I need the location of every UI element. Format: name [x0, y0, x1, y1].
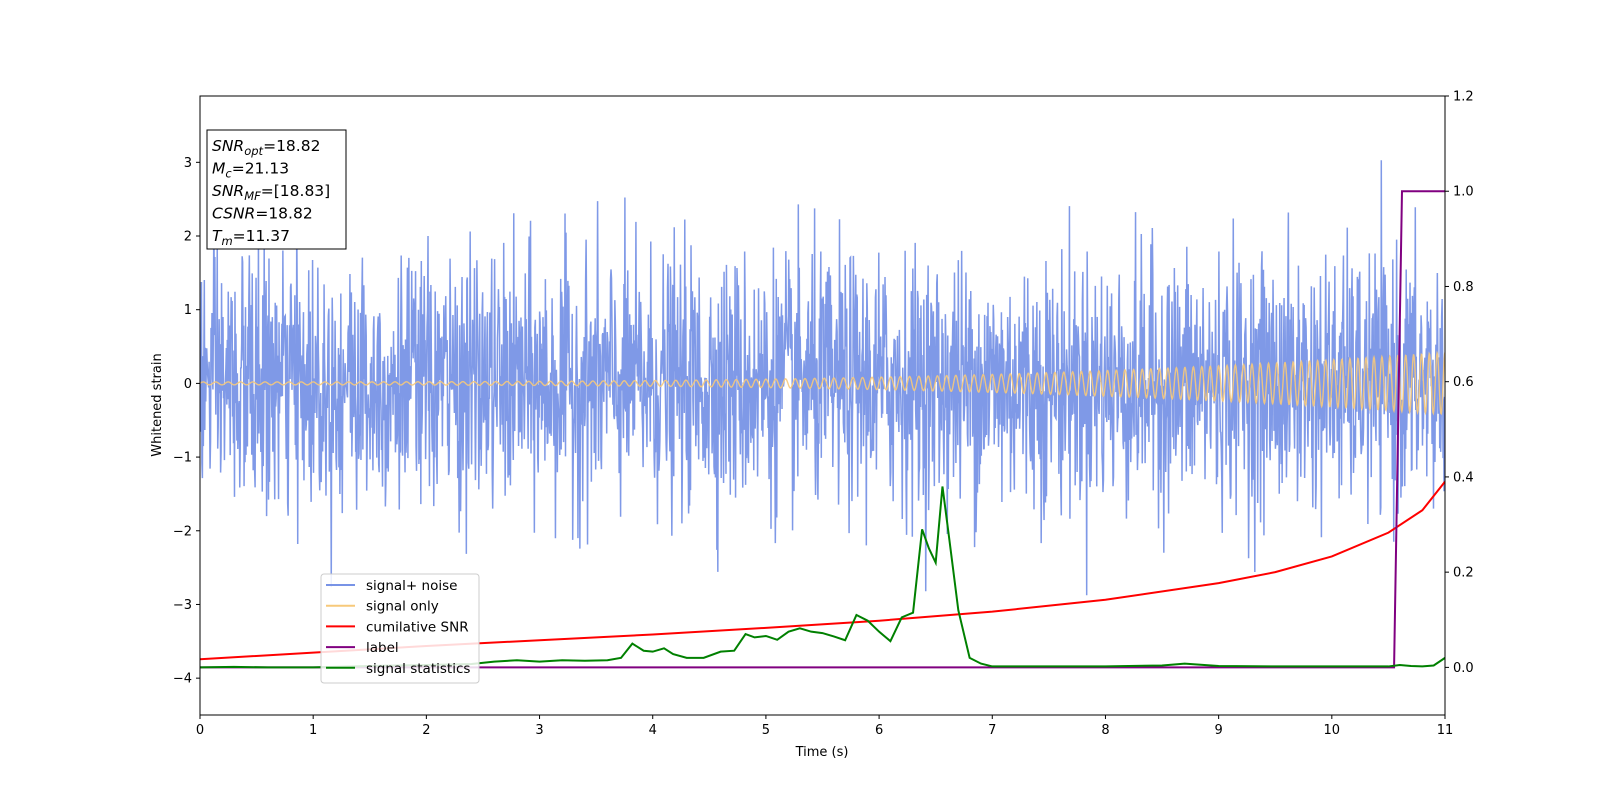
- x-axis-label: Time (s): [795, 745, 849, 760]
- legend-frame: [320, 573, 480, 684]
- x-tick-label: 10: [1324, 723, 1341, 738]
- x-tick-label: 5: [762, 723, 770, 738]
- legend-label: cumilative SNR: [366, 619, 469, 635]
- x-tick-label: 8: [1101, 723, 1109, 738]
- x-tick-label: 1: [309, 723, 317, 738]
- y-left-tick-label: 2: [184, 230, 192, 245]
- y-right-tick-label: 0.4: [1453, 470, 1474, 485]
- y-right-tick-label: 1.0: [1453, 185, 1474, 200]
- y-axis-label: Whitened strain: [150, 353, 165, 456]
- x-tick-label: 11: [1437, 723, 1454, 738]
- x-tick-label: 6: [875, 723, 883, 738]
- legend-label: label: [366, 640, 399, 656]
- series-signal-noise-line: [200, 160, 1445, 596]
- info-line: SNRMF=[18.83]: [212, 182, 330, 203]
- x-tick-label: 0: [196, 723, 204, 738]
- y-left-tick-label: −4: [173, 672, 192, 687]
- y-left-tick-label: −3: [173, 598, 192, 613]
- y-right-tick-label: 0.0: [1453, 661, 1474, 676]
- info-box-frame: [206, 129, 347, 250]
- info-line: CSNR=18.82: [212, 205, 313, 223]
- info-line: Mc=21.13: [212, 160, 289, 181]
- y-left-tick-label: 1: [184, 303, 192, 318]
- x-tick-label: 4: [649, 723, 657, 738]
- x-tick-label: 3: [535, 723, 543, 738]
- series-signal-only-line: [200, 350, 1445, 416]
- x-tick-label: 2: [422, 723, 430, 738]
- legend-label: signal+ noise: [366, 578, 457, 594]
- legend-label: signal only: [366, 599, 439, 615]
- x-tick-label: 9: [1214, 723, 1222, 738]
- y-left-tick-label: −2: [173, 524, 192, 539]
- y-left-tick-label: 3: [184, 156, 192, 171]
- y-right-tick-label: 1.2: [1453, 90, 1474, 105]
- x-tick-label: 7: [988, 723, 996, 738]
- legend: signal+ noise signal only cumilative SNR la…: [320, 573, 480, 684]
- y-right-tick-label: 0.6: [1453, 375, 1474, 390]
- legend-label: signal statistics: [366, 661, 470, 677]
- series-signal-statistics-line: [200, 486, 1445, 669]
- series-label-line: [200, 190, 1445, 669]
- y-right-tick-label: 0.8: [1453, 280, 1474, 295]
- axes-frame: [199, 95, 1446, 716]
- axes-ticks: 0 1 2 3 4 5 6 7 8 9 10 113210−1−2−3−41.21.00.80.60.…: [173, 90, 1474, 739]
- y-right-tick-label: 0.2: [1453, 566, 1474, 581]
- info-line: SNRopt=18.82: [212, 137, 320, 158]
- y-left-tick-label: −1: [173, 451, 192, 466]
- info-line: Tm=11.37: [212, 227, 290, 248]
- y-left-tick-label: 0: [184, 377, 192, 392]
